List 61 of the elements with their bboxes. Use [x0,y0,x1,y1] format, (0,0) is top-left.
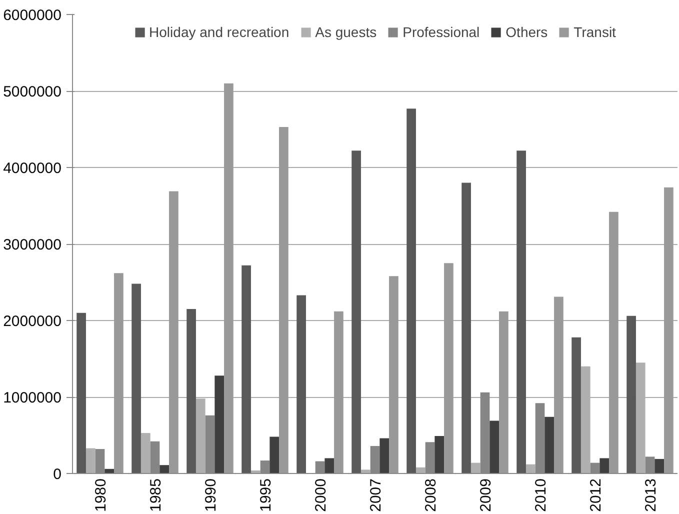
x-tick-label: 2007 [368,478,384,512]
bar [160,465,170,474]
bar [416,467,426,474]
legend-label: As guests [315,24,377,40]
bar [544,416,554,474]
bar [334,311,344,474]
bar [654,458,664,474]
legend-label: Professional [402,24,480,40]
bar [296,295,306,474]
legend-label: Holiday and recreation [149,24,290,40]
bar [526,464,536,474]
y-tick-label: 5000000 [3,84,62,100]
bar [600,458,610,474]
bar [380,438,390,474]
bar [389,276,398,474]
bar [490,420,500,474]
bar [86,448,96,474]
bar [76,312,86,474]
bar [279,126,288,474]
x-tick-label: 2013 [642,478,660,512]
y-tick-label: 6000000 [3,7,62,24]
bar [114,273,124,474]
x-tick-label: 1985 [148,478,164,512]
bar [609,212,618,474]
bar [360,470,370,474]
bar [169,191,178,474]
bar [132,284,141,474]
y-tick-label: 1000000 [3,390,62,406]
legend-label: Others [506,24,548,40]
bar [224,83,234,474]
bar [140,432,150,474]
x-tick-label: 2010 [532,478,550,512]
bar [434,436,444,474]
bar [444,263,454,474]
legend-label: Transit [574,24,616,40]
bar [664,187,674,474]
bar [242,265,251,474]
x-tick-label: 2012 [588,478,604,512]
y-tick-label: 2000000 [3,313,62,330]
x-tick-label: 1990 [202,478,220,512]
bar [270,436,280,474]
bar [470,462,480,474]
bar [214,376,224,474]
bar [406,108,416,474]
bar [352,150,361,474]
x-tick-label: 1980 [92,478,110,512]
x-tick-label: 1995 [258,478,274,512]
bar [626,316,636,474]
y-tick-label: 4000000 [3,160,62,177]
y-tick-label: 0 [53,466,62,483]
bar [572,337,581,474]
x-tick-label: 2008 [422,478,440,512]
x-tick-label: 2009 [478,478,494,512]
bar [462,182,471,474]
bar [516,150,526,474]
x-tick-label: 2000 [312,478,330,512]
bar [499,311,508,474]
bar [186,309,196,474]
bar [324,458,334,474]
bar [554,296,564,474]
y-tick-label: 3000000 [3,236,62,254]
